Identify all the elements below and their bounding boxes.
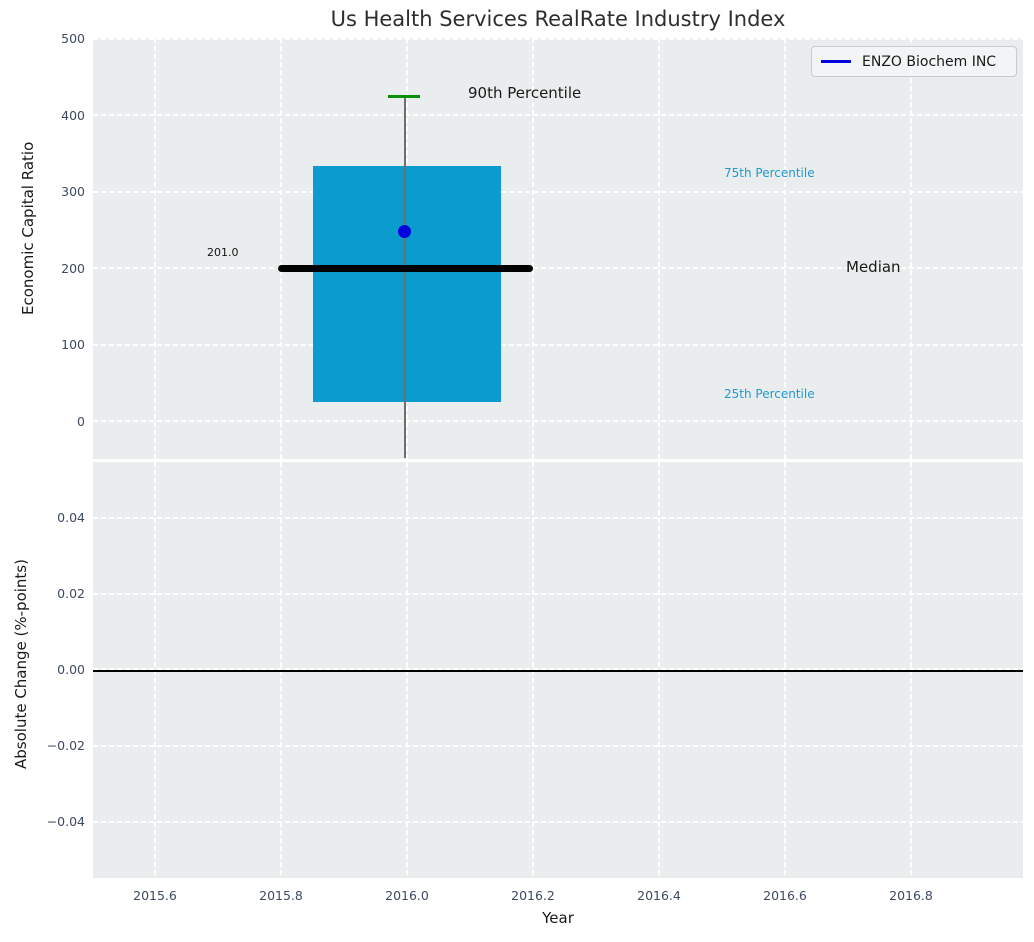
ytick-0.02: 0.02 — [57, 586, 85, 601]
p25-label: 25th Percentile — [724, 387, 815, 401]
median-label: Median — [846, 258, 901, 276]
percentile-box — [313, 166, 501, 402]
gridline — [93, 668, 1023, 670]
gridline — [93, 517, 1023, 519]
ytick--0.04: −0.04 — [46, 814, 85, 829]
gridline — [93, 420, 1023, 422]
ytick-500: 500 — [61, 31, 85, 46]
ytick--0.02: −0.02 — [46, 738, 85, 753]
xtick-2016.2: 2016.2 — [511, 888, 555, 903]
ytick-100: 100 — [61, 337, 85, 352]
gridline — [93, 745, 1023, 747]
xtick-2015.8: 2015.8 — [259, 888, 303, 903]
gridline — [93, 267, 1023, 269]
p75-label: 75th Percentile — [724, 166, 815, 180]
median-line — [278, 265, 533, 272]
gridline — [93, 38, 1023, 40]
legend-label: ENZO Biochem INC — [862, 53, 997, 70]
median-value-label: 201.0 — [207, 246, 239, 259]
xtick-2015.6: 2015.6 — [133, 888, 177, 903]
whisker-line — [404, 97, 406, 458]
zero-change-line — [93, 670, 1023, 672]
legend-line-swatch — [821, 60, 851, 63]
gridline — [280, 38, 282, 459]
gridline — [93, 114, 1023, 116]
bottom-axes — [93, 462, 1023, 878]
gridline — [93, 593, 1023, 595]
gridline — [93, 190, 1023, 193]
xtick-2016.6: 2016.6 — [763, 888, 807, 903]
gridline — [658, 38, 660, 459]
xtick-2016.8: 2016.8 — [889, 888, 933, 903]
gridline — [93, 821, 1023, 823]
xtick-2016.0: 2016.0 — [385, 888, 429, 903]
gridline — [93, 343, 1023, 346]
gridline — [784, 38, 786, 459]
ytick-400: 400 — [61, 107, 85, 123]
ytick-0.04: 0.04 — [57, 510, 85, 525]
xtick-2016.4: 2016.4 — [637, 888, 681, 903]
p90-label: 90th Percentile — [468, 84, 582, 102]
gridline — [154, 38, 156, 459]
legend: ENZO Biochem INC — [811, 46, 1017, 77]
top-y-axis-label: Economic Capital Ratio — [19, 141, 37, 315]
90th-percentile-cap — [388, 95, 420, 98]
chart-title: Us Health Services RealRate Industry Ind… — [330, 7, 786, 31]
gridline — [910, 38, 912, 459]
company-data-point — [398, 225, 411, 238]
x-axis-label: Year — [542, 909, 574, 927]
ytick-200: 200 — [61, 260, 85, 276]
gridline — [532, 38, 534, 459]
top-axes: 201.0 90th Percentile 75th Percentile Me… — [93, 38, 1023, 459]
bottom-y-axis-label: Absolute Change (%-points) — [12, 559, 30, 769]
ytick-0: 0 — [77, 413, 85, 429]
ytick-300: 300 — [61, 184, 85, 199]
ytick-0.00: 0.00 — [57, 662, 85, 677]
